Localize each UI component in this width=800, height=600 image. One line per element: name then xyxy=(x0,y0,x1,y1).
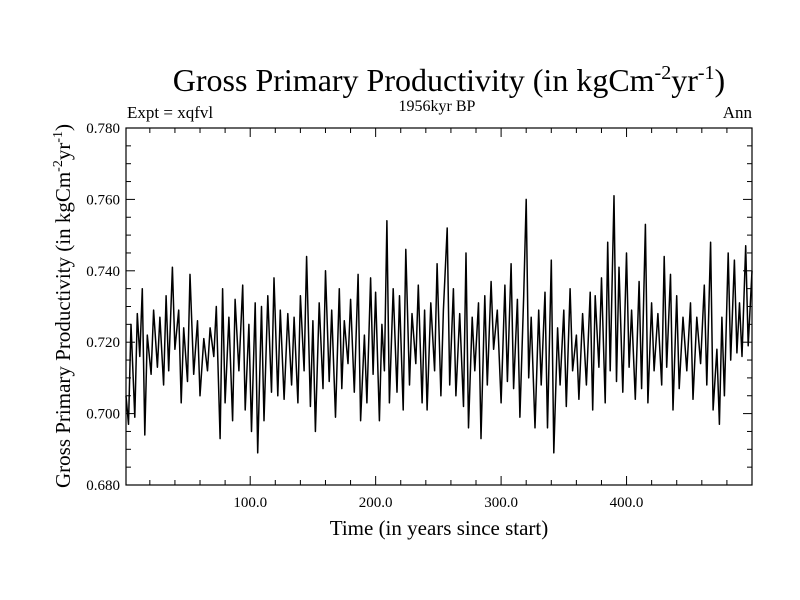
y-axis-ticks: 0.680 0.700 0.720 0.740 0.760 0.780 xyxy=(86,121,752,494)
chart-title-sup1: -2 xyxy=(655,62,672,84)
chart-title-end: ) xyxy=(715,62,726,98)
series-line-gpp xyxy=(125,195,753,454)
y-tick-label-0: 0.680 xyxy=(86,478,120,494)
chart-subtitle: 1956kyr BP xyxy=(399,98,476,115)
chart-title-mid: yr xyxy=(671,62,698,98)
x-tick-label-200: 200.0 xyxy=(359,495,393,511)
x-axis-ticks: 100.0 200.0 300.0 400.0 xyxy=(149,128,728,511)
chart-title-sup2: -1 xyxy=(698,62,715,84)
y-axis-label: Gross Primary Productivity (in kgCm-2yr-… xyxy=(51,124,75,488)
chart-title-main: Gross Primary Productivity (in kgCm xyxy=(173,62,655,98)
y-axis-label-mid: yr xyxy=(51,143,75,161)
experiment-label: Expt = xqfvl xyxy=(127,103,213,122)
y-axis-label-main: Gross Primary Productivity (in kgCm xyxy=(51,172,75,488)
y-axis-label-sup1: -2 xyxy=(51,160,66,172)
y-tick-label-4: 0.760 xyxy=(86,192,120,208)
y-axis-label-end: ) xyxy=(51,124,75,131)
x-axis-label: Time (in years since start) xyxy=(330,516,549,540)
y-tick-label-5: 0.780 xyxy=(86,121,120,137)
chart-title: Gross Primary Productivity (in kgCm-2yr-… xyxy=(173,62,725,98)
season-label: Ann xyxy=(723,103,753,122)
x-tick-label-300: 300.0 xyxy=(484,495,518,511)
x-tick-label-100: 100.0 xyxy=(233,495,267,511)
y-tick-label-1: 0.700 xyxy=(86,407,120,423)
x-tick-label-400: 400.0 xyxy=(610,495,644,511)
y-tick-label-2: 0.720 xyxy=(86,335,120,351)
y-tick-label-3: 0.740 xyxy=(86,264,120,280)
y-axis-label-sup2: -1 xyxy=(51,131,66,143)
